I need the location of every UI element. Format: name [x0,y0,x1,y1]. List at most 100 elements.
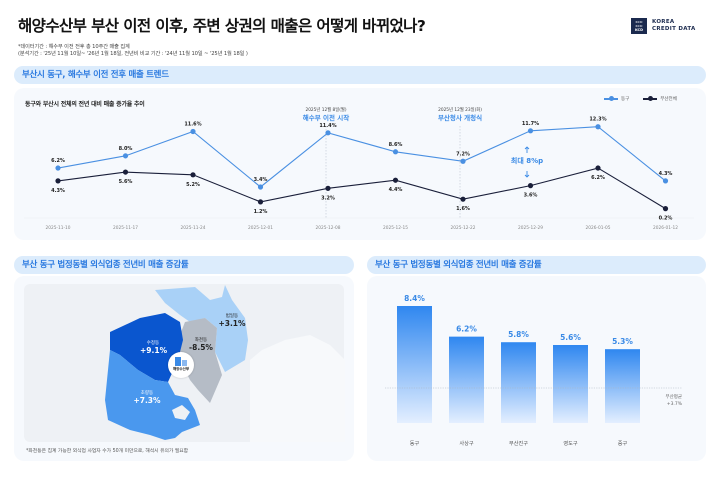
data-label: 11.6% [184,121,201,127]
bar-value-label: 8.4% [404,294,425,303]
label-jwacheon: 좌천동 -8.5% [189,338,213,352]
data-point[interactable] [527,128,534,134]
annotation-2-date: 2025년 12월 23일(화) [438,106,482,113]
data-label: 6.2% [51,158,65,164]
data-label: 11.4% [319,123,336,129]
annotation-1-date: 2025년 12월 8일(월) [305,106,346,113]
line-busan [57,167,666,210]
kcd-logo: KCD KCD KCD KOREA CREDIT DATA [631,18,696,34]
bar-section-heading: 부산 동구 법정동별 외식업종 전년비 매출 증감률 [367,256,706,274]
bar-category-label: 부산진구 [509,439,528,447]
bar-value-label: 5.6% [560,333,581,342]
legend-marker-icon [643,95,658,103]
data-point[interactable] [392,149,399,155]
data-label: 3.4% [254,177,268,183]
annotation-1-label: 해수부 이전 시작 [303,113,349,122]
data-label: 12.3% [589,117,606,123]
x-tick-label: 2025-12-08 [316,225,341,231]
data-point[interactable] [257,199,264,205]
region-jwacheon[interactable] [178,318,222,403]
data-point[interactable] [460,196,466,202]
data-point[interactable] [122,153,129,159]
data-point[interactable] [460,158,466,164]
x-tick-label: 2025-12-01 [248,225,273,231]
chart-legend: 동구 부산전체 [604,95,677,103]
data-point[interactable] [527,183,534,189]
data-label: 4.4% [389,187,403,193]
label-beomil: 범일동 +3.1% [218,314,246,328]
bar-category-label: 사상구 [459,439,474,447]
arrow-down-icon [524,171,530,178]
data-label: 11.7% [522,121,539,127]
bar-value-label: 5.8% [508,330,529,339]
data-label: 3.2% [321,195,335,201]
bar-category-label: 동구 [410,440,420,447]
legend-marker-icon [604,95,618,103]
data-point[interactable] [190,172,196,178]
data-point[interactable] [392,177,399,183]
data-label: 1.2% [254,209,268,215]
logo-text-line1: KOREA [652,19,675,25]
annotation-2-label: 부산청사 개청식 [438,113,482,122]
data-label: 4.3% [659,171,673,177]
data-point[interactable] [325,185,331,191]
data-label: 1.6% [456,206,470,212]
x-tick-label: 2025-12-29 [518,225,543,231]
avg-value: +3.7% [667,401,683,407]
bar[interactable] [553,345,588,423]
x-tick-label: 2025-11-24 [181,225,206,231]
data-label: 8.0% [119,146,133,152]
analysis-period-note: (분석기간 : '25년 11월 10일~ '26년 1월 18일, 전년비 비… [18,51,248,57]
x-tick-label: 2025-11-10 [46,225,71,231]
data-label: 5.2% [186,182,200,188]
page-title: 해양수산부 부산 이전 이후, 주변 상권의 매출은 어떻게 바뀌었나? [18,17,426,35]
bar[interactable] [501,342,536,423]
trend-chart-subtitle: 동구와 부산시 전체의 전년 대비 매출 증가율 추이 [25,101,145,108]
x-tick-label: 2025-12-22 [451,225,476,231]
trend-card [14,88,706,240]
data-point[interactable] [122,169,129,175]
data-point[interactable] [190,128,196,135]
map-section-heading: 부산 동구 법정동별 외식업종 전년비 매출 증감률 [14,256,354,274]
data-point[interactable] [662,206,669,212]
label-choryang: 초량동 +7.3% [133,391,161,405]
bar[interactable] [605,349,640,423]
bar-value-label: 6.2% [456,325,477,334]
x-tick-label: 2025-12-15 [383,225,408,231]
line-donggu [57,126,666,188]
mof-marker[interactable]: 해양수산부 [168,352,194,378]
data-label: 0.2% [659,216,673,222]
bar-category-label: 영도구 [563,439,578,447]
bar-category-label: 중구 [618,440,628,447]
line-chart: 2025년 12월 8일(월) 해수부 이전 시작 2025년 12월 23일(… [45,106,679,231]
bar[interactable] [397,306,432,423]
data-label: 4.3% [51,188,65,194]
building-icon [175,357,187,366]
region-beomil[interactable] [155,285,248,372]
label-sujeong: 수정동 +9.1% [140,341,168,355]
data-point[interactable] [55,178,61,184]
data-point[interactable] [55,165,61,171]
legend-item-busan: 부산전체 [643,95,677,103]
trend-section-heading: 부산시 동구, 해수부 이전 전후 매출 트렌드 [14,66,706,84]
data-label: 5.6% [119,179,133,185]
avg-label: 부산평균 [665,393,682,400]
data-label: 7.2% [456,151,470,157]
logo-mark-icon: KCD KCD KCD [631,18,647,34]
data-point[interactable] [662,178,669,184]
x-tick-label: 2026-01-12 [653,225,678,231]
map-footnote: *좌천동은 집계 가능한 외식업 사업자 수가 50개 미만으로, 해석시 유의… [26,449,189,454]
data-period-note: *데이터기간 : 해수부 이전 전후 총 10주간 매출 집계 [18,44,130,50]
arrow-up-icon [524,146,530,153]
region-sujeong[interactable] [110,313,183,382]
data-point[interactable] [595,165,601,171]
max-gap-label: 최대 8%p [511,156,543,165]
x-tick-label: 2025-11-17 [113,225,138,231]
data-label: 8.6% [389,142,403,148]
data-point[interactable] [595,124,601,130]
data-point[interactable] [325,130,331,136]
bar[interactable] [449,336,484,423]
data-point[interactable] [257,184,264,190]
